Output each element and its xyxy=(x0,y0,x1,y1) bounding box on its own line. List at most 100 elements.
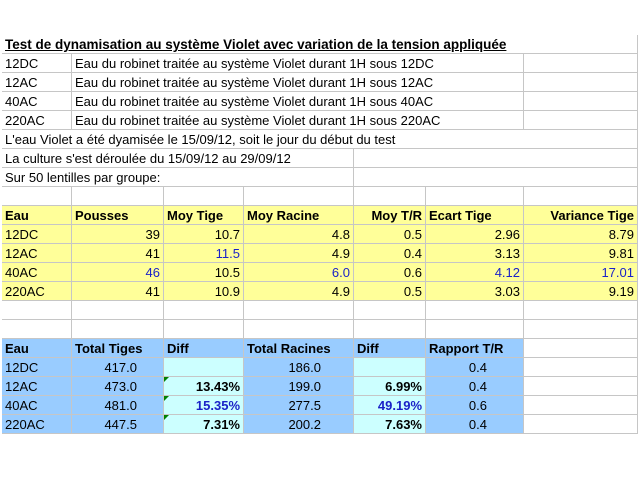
note-text[interactable]: Sur 50 lentilles par groupe: xyxy=(2,168,354,187)
table1-header-pousses[interactable]: Pousses xyxy=(72,206,164,225)
table1-cell-pousses[interactable]: 39 xyxy=(72,225,164,244)
table1-cell-ecart-tige[interactable]: 2.96 xyxy=(426,225,524,244)
empty-cell[interactable] xyxy=(524,396,638,415)
empty-cell[interactable] xyxy=(72,187,164,206)
empty-cell[interactable] xyxy=(354,301,426,320)
empty-cell[interactable] xyxy=(524,301,638,320)
table2-cell-total-tiges[interactable]: 447.5 xyxy=(72,415,164,434)
empty-cell[interactable] xyxy=(524,92,638,111)
description-code[interactable]: 12DC xyxy=(2,54,72,73)
empty-cell[interactable] xyxy=(164,320,244,339)
empty-cell[interactable] xyxy=(426,301,524,320)
table1-header-variance-tige[interactable]: Variance Tige xyxy=(524,206,638,225)
description-text[interactable]: Eau du robinet traitée au système Violet… xyxy=(72,92,524,111)
empty-cell[interactable] xyxy=(354,320,426,339)
table2-cell-rapport-tr[interactable]: 0.4 xyxy=(426,377,524,396)
table1-cell-ecart-tige[interactable]: 3.03 xyxy=(426,282,524,301)
empty-cell[interactable] xyxy=(2,301,72,320)
table2-header-diff-tiges[interactable]: Diff xyxy=(164,339,244,358)
table2-header-diff-racines[interactable]: Diff xyxy=(354,339,426,358)
empty-cell[interactable] xyxy=(426,320,524,339)
table1-header-ecart-tige[interactable]: Ecart Tige xyxy=(426,206,524,225)
table2-header-total-tiges[interactable]: Total Tiges xyxy=(72,339,164,358)
description-text[interactable]: Eau du robinet traitée au système Violet… xyxy=(72,111,524,130)
table2-cell-diff-tiges[interactable]: 15.35% xyxy=(164,396,244,415)
table1-cell-moy-tr[interactable]: 0.5 xyxy=(354,282,426,301)
table2-cell-total-tiges[interactable]: 481.0 xyxy=(72,396,164,415)
table2-cell-rapport-tr[interactable]: 0.6 xyxy=(426,396,524,415)
table2-header-eau[interactable]: Eau xyxy=(2,339,72,358)
description-text[interactable]: Eau du robinet traitée au système Violet… xyxy=(72,54,524,73)
empty-cell[interactable] xyxy=(524,111,638,130)
table1-cell-pousses[interactable]: 41 xyxy=(72,244,164,263)
empty-cell[interactable] xyxy=(524,320,638,339)
table2-cell-total-racines[interactable]: 186.0 xyxy=(244,358,354,377)
table2-cell-diff-racines[interactable]: 7.63% xyxy=(354,415,426,434)
sheet-title[interactable]: Test de dynamisation au système Violet a… xyxy=(2,35,638,54)
table1-cell-moy-racine[interactable]: 4.8 xyxy=(244,225,354,244)
empty-cell[interactable] xyxy=(244,320,354,339)
table1-cell-moy-racine[interactable]: 4.9 xyxy=(244,244,354,263)
table2-cell-eau[interactable]: 220AC xyxy=(2,415,72,434)
empty-cell[interactable] xyxy=(524,358,638,377)
table2-cell-rapport-tr[interactable]: 0.4 xyxy=(426,415,524,434)
table2-cell-total-tiges[interactable]: 417.0 xyxy=(72,358,164,377)
table1-cell-ecart-tige[interactable]: 3.13 xyxy=(426,244,524,263)
table2-cell-total-racines[interactable]: 200.2 xyxy=(244,415,354,434)
empty-cell[interactable] xyxy=(524,415,638,434)
empty-cell[interactable] xyxy=(524,377,638,396)
empty-cell[interactable] xyxy=(524,73,638,92)
description-code[interactable]: 220AC xyxy=(2,111,72,130)
note-text[interactable]: La culture s'est déroulée du 15/09/12 au… xyxy=(2,149,354,168)
table1-cell-moy-tige[interactable]: 10.5 xyxy=(164,263,244,282)
empty-cell[interactable] xyxy=(426,187,524,206)
table1-cell-eau[interactable]: 12DC xyxy=(2,225,72,244)
table2-cell-eau[interactable]: 12AC xyxy=(2,377,72,396)
table1-cell-eau[interactable]: 12AC xyxy=(2,244,72,263)
table2-cell-total-racines[interactable]: 199.0 xyxy=(244,377,354,396)
empty-cell[interactable] xyxy=(354,149,638,168)
empty-cell[interactable] xyxy=(164,187,244,206)
table1-cell-eau[interactable]: 220AC xyxy=(2,282,72,301)
empty-cell[interactable] xyxy=(2,320,72,339)
table1-cell-moy-tr[interactable]: 0.5 xyxy=(354,225,426,244)
description-code[interactable]: 12AC xyxy=(2,73,72,92)
empty-cell[interactable] xyxy=(72,320,164,339)
empty-cell[interactable] xyxy=(244,187,354,206)
table1-cell-moy-racine[interactable]: 6.0 xyxy=(244,263,354,282)
table1-cell-ecart-tige[interactable]: 4.12 xyxy=(426,263,524,282)
table2-cell-eau[interactable]: 12DC xyxy=(2,358,72,377)
table1-header-moy-racine[interactable]: Moy Racine xyxy=(244,206,354,225)
empty-cell[interactable] xyxy=(354,187,426,206)
empty-cell[interactable] xyxy=(524,187,638,206)
description-code[interactable]: 40AC xyxy=(2,92,72,111)
empty-cell[interactable] xyxy=(524,339,638,358)
table1-header-eau[interactable]: Eau xyxy=(2,206,72,225)
table2-cell-diff-racines[interactable] xyxy=(354,358,426,377)
table1-cell-moy-tr[interactable]: 0.4 xyxy=(354,244,426,263)
description-text[interactable]: Eau du robinet traitée au système Violet… xyxy=(72,73,524,92)
table1-cell-variance-tige[interactable]: 9.81 xyxy=(524,244,638,263)
table1-cell-moy-tige[interactable]: 11.5 xyxy=(164,244,244,263)
table2-cell-diff-tiges[interactable] xyxy=(164,358,244,377)
table1-cell-variance-tige[interactable]: 17.01 xyxy=(524,263,638,282)
table2-cell-total-tiges[interactable]: 473.0 xyxy=(72,377,164,396)
table2-cell-diff-racines[interactable]: 6.99% xyxy=(354,377,426,396)
table1-cell-moy-tige[interactable]: 10.7 xyxy=(164,225,244,244)
empty-cell[interactable] xyxy=(524,54,638,73)
table1-cell-variance-tige[interactable]: 8.79 xyxy=(524,225,638,244)
table2-header-total-racines[interactable]: Total Racines xyxy=(244,339,354,358)
empty-cell[interactable] xyxy=(164,301,244,320)
table1-cell-eau[interactable]: 40AC xyxy=(2,263,72,282)
empty-cell[interactable] xyxy=(354,168,638,187)
table2-cell-total-racines[interactable]: 277.5 xyxy=(244,396,354,415)
table2-cell-diff-racines[interactable]: 49.19% xyxy=(354,396,426,415)
empty-cell[interactable] xyxy=(72,301,164,320)
table1-cell-moy-tr[interactable]: 0.6 xyxy=(354,263,426,282)
table2-header-rapport-tr[interactable]: Rapport T/R xyxy=(426,339,524,358)
table2-cell-diff-tiges[interactable]: 7.31% xyxy=(164,415,244,434)
table1-cell-pousses[interactable]: 41 xyxy=(72,282,164,301)
table1-cell-moy-tige[interactable]: 10.9 xyxy=(164,282,244,301)
table2-cell-rapport-tr[interactable]: 0.4 xyxy=(426,358,524,377)
table1-header-moy-tr[interactable]: Moy T/R xyxy=(354,206,426,225)
